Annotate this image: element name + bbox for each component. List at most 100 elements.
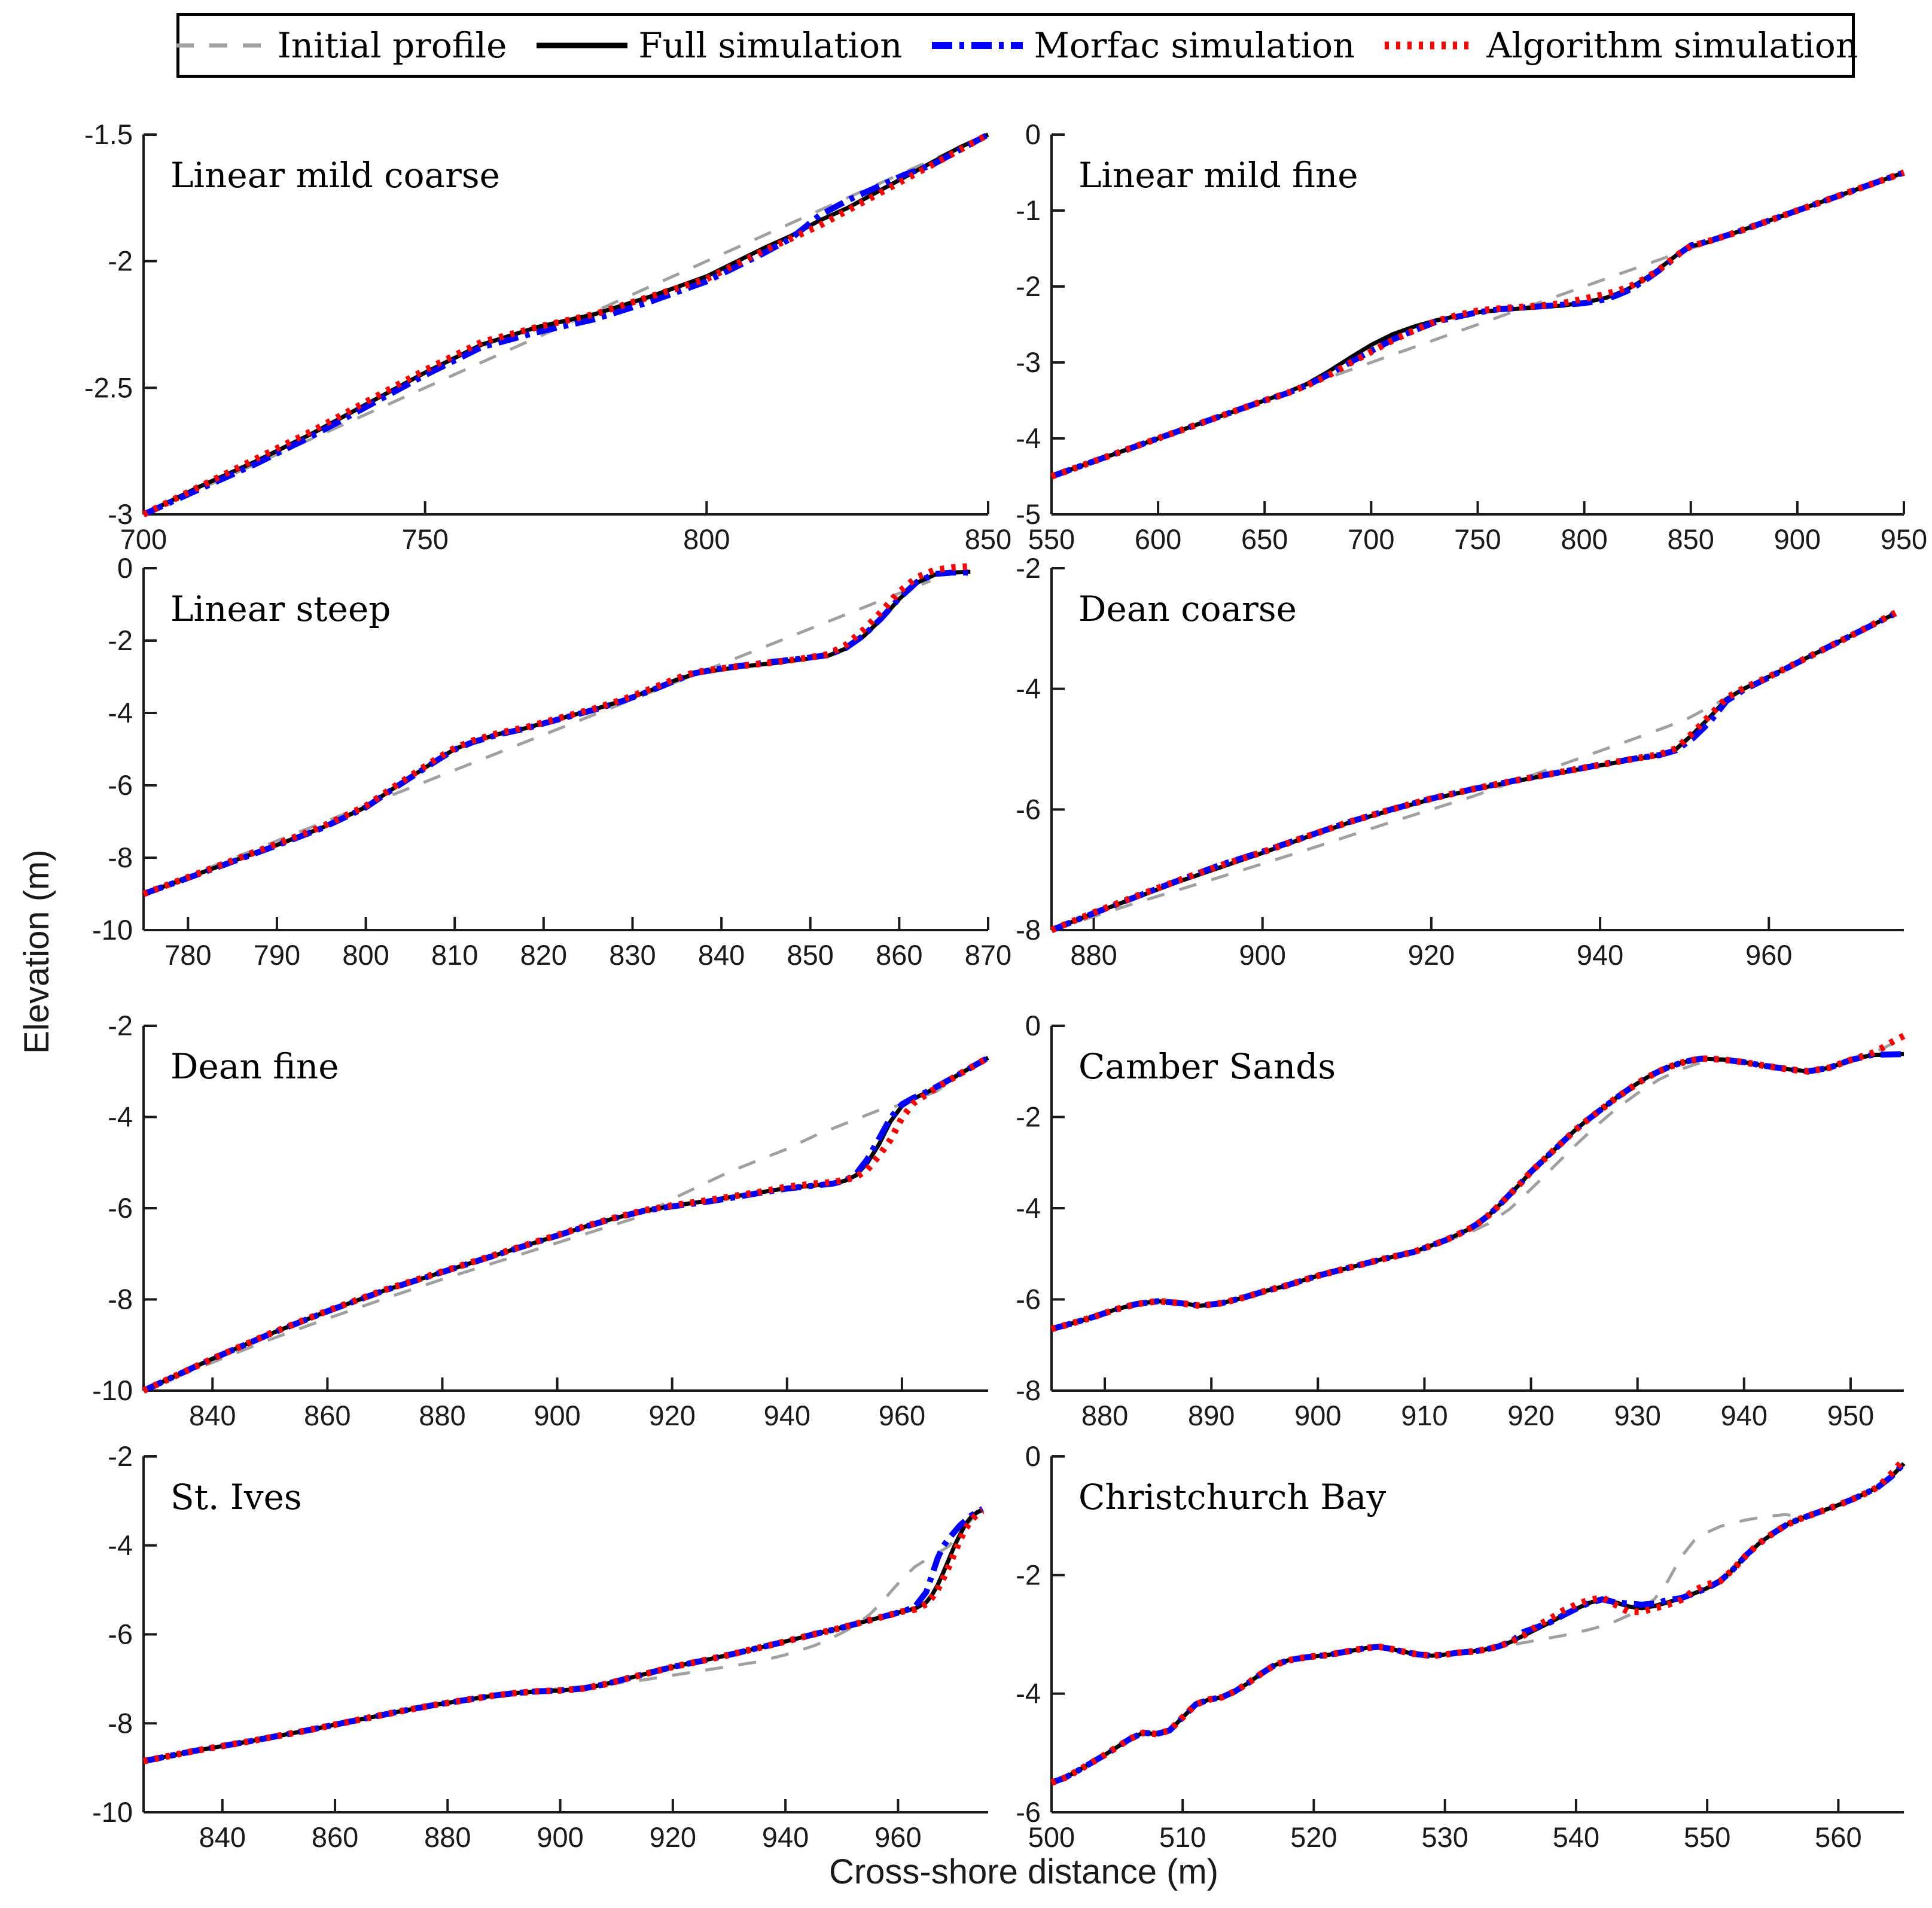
- y-tick-label: -2: [1016, 1559, 1041, 1590]
- chart-title: Linear mild fine: [1078, 155, 1358, 196]
- y-tick-label: -3: [1016, 346, 1041, 378]
- subplot-3: 780 790 800 810 820 830 840 850 860 870 0 -2 -4 -6 -8 -…: [33, 526, 1018, 987]
- subplot-5: 840 860 880 900 920 940 960 -2 -4 -6 -8 -10 Dean fin…: [33, 984, 1018, 1447]
- chart-canvas: 700 750 800 850 -1.5 -2 -2.5 -3 Linear mild coar…: [84, 118, 1011, 555]
- subplot-7: 840 860 880 900 920 940 960 -2 -4 -6 -8 -10 St. Ives: [33, 1415, 1018, 1869]
- y-tick-label: -6: [1016, 1284, 1041, 1315]
- dotted-line-icon: [1382, 38, 1478, 53]
- chart-title: Linear steep: [170, 589, 391, 629]
- x-tick-label: 840: [189, 1400, 236, 1431]
- legend-label: Morfac simulation: [1034, 25, 1355, 66]
- x-tick-label: 750: [1454, 523, 1501, 555]
- x-tick-label: 960: [1745, 939, 1792, 971]
- x-tick-label: 600: [1135, 523, 1181, 555]
- y-tick-label: -2: [1016, 552, 1041, 584]
- y-tick-label: -8: [108, 842, 133, 873]
- x-tick-label: 900: [1294, 1400, 1341, 1431]
- chart-title: Christchurch Bay: [1078, 1477, 1386, 1517]
- legend-item-morfac: Morfac simulation: [930, 25, 1355, 66]
- x-tick-label: 850: [1668, 523, 1714, 555]
- dash-dot-line-icon: [930, 38, 1025, 53]
- y-tick-label: -6: [108, 1192, 133, 1224]
- chart-canvas: 550 600 650 700 750 800 850 900 950 0 -1 -2 -3 -4 -5 Li…: [1016, 118, 1927, 555]
- x-tick-label: 940: [762, 1821, 809, 1853]
- x-tick-label: 940: [764, 1400, 810, 1431]
- x-tick-label: 900: [1239, 939, 1286, 971]
- x-tick-label: 560: [1815, 1821, 1861, 1853]
- x-tick-label: 900: [1774, 523, 1821, 555]
- y-tick-label: -8: [1016, 1374, 1041, 1406]
- subplot-8: 500 510 520 530 540 550 560 0 -2 -4 -6 Christchurch…: [941, 1415, 1932, 1869]
- x-tick-label: 930: [1614, 1400, 1660, 1431]
- x-tick-label: 950: [1881, 523, 1927, 555]
- y-tick-label: 0: [1025, 118, 1041, 150]
- x-tick-label: 860: [876, 939, 922, 971]
- x-tick-label: 520: [1290, 1821, 1337, 1853]
- legend-label: Full simulation: [638, 25, 903, 66]
- chart-title: Dean coarse: [1078, 589, 1297, 629]
- x-tick-label: 790: [254, 939, 300, 971]
- y-tick-label: -4: [1016, 1192, 1041, 1224]
- subplot-6: 880 890 900 910 920 930 940 950 0 -2 -4 -6 -8 Camber …: [941, 984, 1932, 1447]
- x-tick-label: 810: [431, 939, 478, 971]
- y-tick-label: -4: [108, 697, 133, 729]
- x-tick-label: 510: [1159, 1821, 1206, 1853]
- x-tick-label: 840: [199, 1821, 246, 1853]
- y-tick-label: -2: [108, 1010, 133, 1041]
- series-line-initial: [143, 1056, 989, 1392]
- y-tick-label: -3: [108, 498, 133, 530]
- y-tick-label: -4: [1016, 422, 1041, 454]
- x-tick-label: 900: [534, 1400, 580, 1431]
- x-tick-label: 880: [419, 1400, 465, 1431]
- y-tick-label: -2: [1016, 1101, 1041, 1133]
- x-tick-label: 920: [1507, 1400, 1554, 1431]
- chart-title: St. Ives: [170, 1477, 302, 1517]
- legend-item-full: Full simulation: [534, 25, 902, 66]
- x-tick-label: 880: [424, 1821, 471, 1853]
- x-tick-label: 960: [874, 1821, 921, 1853]
- y-tick-label: -2: [108, 624, 133, 656]
- x-tick-label: 850: [787, 939, 834, 971]
- series-line-full: [143, 1508, 984, 1763]
- x-tick-label: 700: [120, 523, 167, 555]
- series-line-algorithm: [142, 1054, 990, 1394]
- x-tick-label: 550: [1684, 1821, 1730, 1853]
- y-tick-label: 0: [1025, 1010, 1041, 1041]
- y-tick-label: -2: [108, 245, 133, 277]
- series-line-morfac: [142, 132, 990, 517]
- x-tick-label: 860: [304, 1400, 351, 1431]
- series-line-algorithm: [1050, 1457, 1907, 1786]
- x-tick-label: 830: [609, 939, 656, 971]
- series-line-algorithm: [1050, 1032, 1906, 1333]
- subplot-4: 880 900 920 940 960 -2 -4 -6 -8 Dean coarse: [941, 526, 1932, 987]
- chart-canvas: 880 900 920 940 960 -2 -4 -6 -8 Dean coarse: [1016, 552, 1904, 971]
- y-tick-label: -10: [92, 1374, 133, 1406]
- x-tick-label: 850: [965, 523, 1011, 555]
- x-tick-label: 940: [1721, 1400, 1768, 1431]
- series-line-morfac: [1050, 611, 1897, 933]
- series-line-full: [1051, 1051, 1904, 1331]
- chart-canvas: 780 790 800 810 820 830 840 850 860 870 0 -2 -4 -6 -8 -…: [92, 552, 1011, 971]
- x-tick-label: 550: [1028, 523, 1075, 555]
- y-tick-label: -8: [108, 1707, 133, 1739]
- y-tick-label: -6: [108, 1619, 133, 1650]
- x-tick-label: 820: [520, 939, 567, 971]
- y-tick-label: -2: [1016, 270, 1041, 302]
- y-tick-label: -8: [1016, 914, 1041, 946]
- chart-title: Linear mild coarse: [170, 155, 500, 196]
- x-tick-label: 500: [1028, 1821, 1075, 1853]
- y-tick-label: -4: [1016, 1678, 1041, 1709]
- full-line-sample: [537, 42, 628, 48]
- y-tick-label: 0: [1025, 1440, 1041, 1472]
- y-tick-label: -2.5: [84, 371, 133, 403]
- x-tick-label: 960: [879, 1400, 925, 1431]
- y-tick-label: -1.5: [84, 118, 133, 150]
- legend: Initial profile Full simulation Morfac s…: [175, 13, 1858, 78]
- x-tick-label: 800: [1561, 523, 1607, 555]
- y-tick-label: -4: [1016, 673, 1041, 705]
- algorithm-line-sample: [1385, 41, 1476, 50]
- legend-label: Initial profile: [277, 25, 507, 66]
- x-tick-label: 800: [683, 523, 730, 555]
- x-tick-label: 800: [342, 939, 389, 971]
